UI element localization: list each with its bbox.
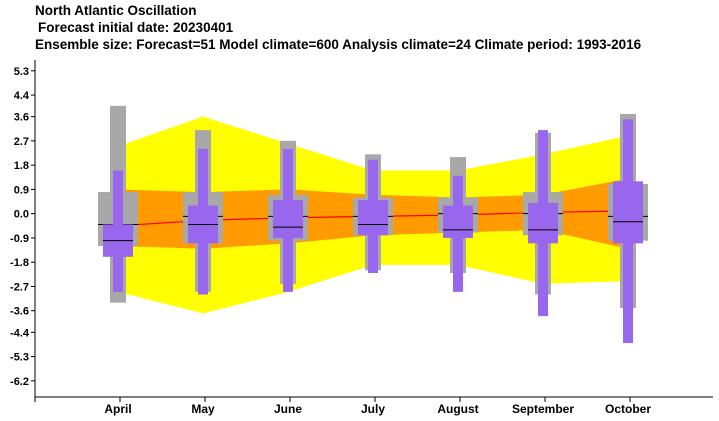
forecast-box — [443, 205, 473, 238]
y-tick-label: 5.3 — [14, 66, 29, 78]
x-tick-label: June — [274, 402, 302, 416]
y-tick-label: -5.3 — [10, 352, 29, 364]
y-tick-label: 1.8 — [14, 160, 29, 172]
chart-title: North Atlantic Oscillation — [35, 3, 197, 18]
y-tick-label: -1.8 — [10, 257, 29, 269]
y-tick-label: 2.7 — [14, 136, 29, 148]
forecast-box — [273, 200, 303, 238]
x-tick-label: April — [104, 402, 131, 416]
y-tick-label: -6.2 — [10, 376, 29, 388]
forecast-box — [613, 181, 643, 244]
chart-header: North Atlantic Oscillation Forecast init… — [0, 0, 719, 60]
x-tick-label: July — [361, 402, 385, 416]
y-tick-label: 3.6 — [14, 112, 29, 124]
y-tick-label: 0.9 — [14, 184, 29, 196]
x-tick-label: October — [605, 402, 651, 416]
x-tick-label: August — [437, 402, 478, 416]
y-tick-label: -3.6 — [10, 306, 29, 318]
y-tick-label: 4.4 — [14, 90, 30, 102]
ensemble-info: Ensemble size: Forecast=51 Model climate… — [35, 37, 642, 52]
forecast-initial-date: Forecast initial date: 20230401 — [38, 20, 234, 35]
y-tick-label: -0.9 — [10, 233, 29, 245]
y-tick-label: -2.7 — [10, 281, 29, 293]
forecast-box — [528, 202, 558, 244]
x-tick-label: May — [191, 402, 215, 416]
x-tick-label: September — [512, 402, 574, 416]
y-tick-label: -4.4 — [10, 327, 30, 339]
y-tick-label: 0.0 — [14, 209, 29, 221]
forecast-box — [358, 200, 388, 236]
